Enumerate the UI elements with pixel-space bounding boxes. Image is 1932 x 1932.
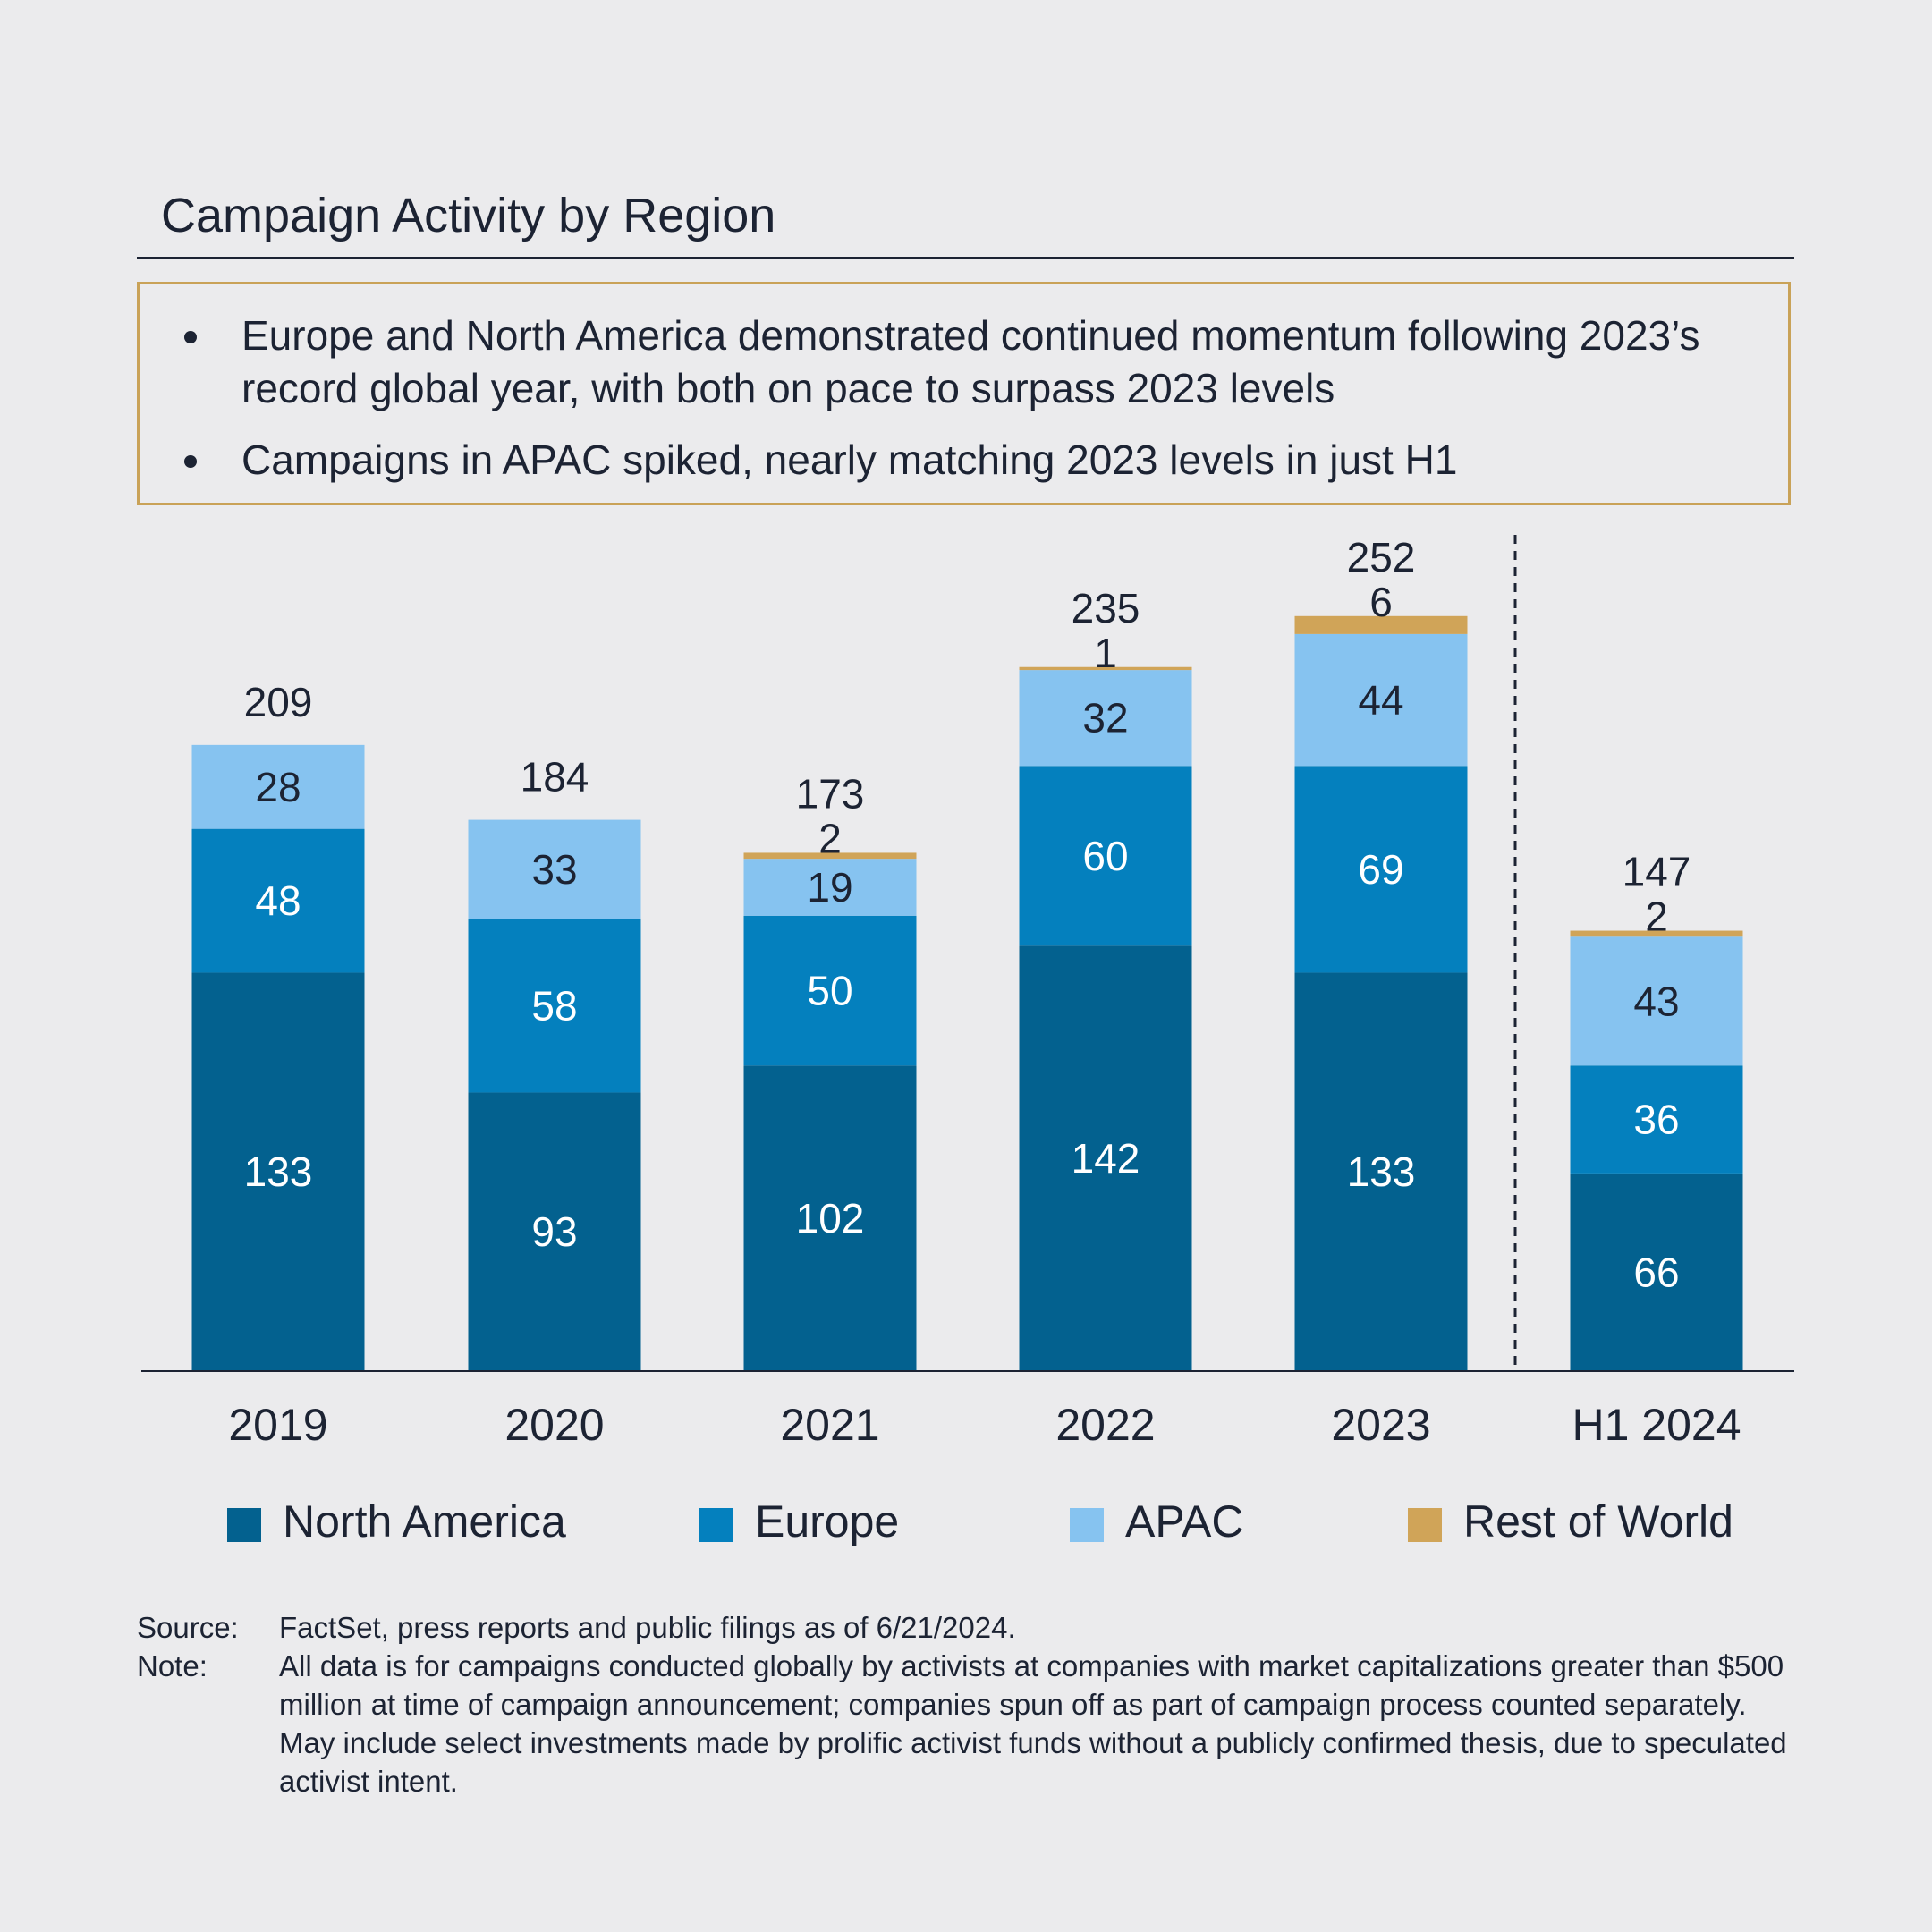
segment-value-label: 1 [1094, 630, 1117, 676]
title-divider [137, 257, 1794, 259]
segment-value-label: 93 [531, 1208, 577, 1255]
bar-segment-europe [468, 919, 641, 1093]
bar-total-label: 235 [1072, 585, 1140, 631]
x-axis-tick-label: 2021 [780, 1400, 879, 1450]
bar-segment-north-america [743, 1065, 917, 1371]
x-axis-tick-label: H1 2024 [1572, 1400, 1741, 1450]
takeaway-text: Europe and North America demonstrated co… [242, 312, 1700, 411]
segment-value-label: 66 [1633, 1249, 1679, 1295]
bullet-dot-icon [184, 331, 197, 343]
segment-value-label: 6 [1369, 579, 1393, 625]
x-axis-tick-label: 2022 [1055, 1400, 1155, 1450]
segment-value-label: 32 [1082, 695, 1128, 741]
legend-swatch-north-america [227, 1508, 261, 1542]
bar-segment-north-america [1570, 1173, 1743, 1371]
legend-label-north-america: North America [283, 1496, 566, 1546]
segment-value-label: 142 [1072, 1135, 1140, 1182]
segment-value-label: 33 [531, 846, 577, 893]
segment-value-label: 2 [1645, 894, 1668, 940]
bar-segment-rest-of-world [1294, 615, 1468, 634]
bullet-dot-icon [184, 455, 197, 468]
bar-segment-europe [743, 915, 917, 1066]
bar-segment-north-america [468, 1092, 641, 1371]
bar-segment-north-america [1019, 945, 1192, 1371]
footnotes: Source: FactSet, press reports and publi… [137, 1608, 1801, 1801]
x-axis-tick-label: 2020 [504, 1400, 604, 1450]
bar-segment-apac [743, 859, 917, 916]
bar-segment-apac [1019, 670, 1192, 767]
bar-segment-rest-of-world [1570, 930, 1743, 937]
bar-segment-rest-of-world [1019, 666, 1192, 671]
segment-value-label: 2 [818, 815, 842, 861]
legend-swatch-europe [699, 1508, 733, 1542]
segment-value-label: 44 [1358, 677, 1403, 724]
segment-value-label: 102 [796, 1195, 865, 1241]
bar-total-label: 173 [796, 770, 865, 817]
segment-value-label: 58 [531, 982, 577, 1029]
source-key: Source: [137, 1611, 239, 1644]
chart-title: Campaign Activity by Region [161, 189, 776, 242]
bar-segment-apac [468, 819, 641, 919]
bar-segment-north-america [1294, 972, 1468, 1371]
bar-segment-apac [1570, 936, 1743, 1066]
key-takeaways-box: Europe and North America demonstrated co… [137, 282, 1791, 505]
source-note: Source: FactSet, press reports and publi… [137, 1608, 1801, 1647]
segment-value-label: 36 [1633, 1097, 1679, 1143]
legend-label-apac: APAC [1125, 1496, 1244, 1546]
bar-segment-apac [1294, 633, 1468, 767]
segment-value-label: 133 [1347, 1148, 1416, 1195]
bar-segment-europe [1570, 1065, 1743, 1174]
bar-segment-north-america [191, 972, 365, 1371]
segment-value-label: 60 [1082, 833, 1128, 879]
stacked-bar-chart: 1334828209201993583318420201025019217320… [141, 534, 1794, 1450]
bar-segment-rest-of-world [743, 852, 917, 860]
source-text: FactSet, press reports and public filing… [279, 1611, 1016, 1644]
note-key: Note: [137, 1649, 208, 1682]
bar-total-label: 184 [521, 754, 589, 801]
legend-label-europe: Europe [755, 1496, 900, 1546]
legend-swatch-apac [1070, 1508, 1104, 1542]
data-note: Note: All data is for campaigns conducte… [137, 1647, 1801, 1801]
segment-value-label: 69 [1358, 846, 1403, 893]
segment-value-label: 28 [255, 764, 301, 810]
note-text: All data is for campaigns conducted glob… [279, 1649, 1787, 1798]
bar-segment-europe [191, 828, 365, 973]
segment-value-label: 50 [807, 968, 852, 1014]
segment-value-label: 19 [807, 864, 852, 911]
bar-segment-europe [1019, 766, 1192, 946]
x-axis-tick-label: 2023 [1331, 1400, 1430, 1450]
x-axis-tick-label: 2019 [228, 1400, 327, 1450]
takeaway-text: Campaigns in APAC spiked, nearly matchin… [242, 436, 1458, 483]
bar-total-label: 209 [244, 679, 313, 725]
legend-label-rest-of-world: Rest of World [1463, 1496, 1733, 1546]
bar-total-label: 147 [1623, 849, 1691, 895]
bar-segment-europe [1294, 766, 1468, 973]
legend-swatch-rest-of-world [1408, 1508, 1442, 1542]
segment-value-label: 48 [255, 877, 301, 924]
bar-segment-apac [191, 744, 365, 829]
segment-value-label: 133 [244, 1148, 313, 1195]
segment-value-label: 43 [1633, 978, 1679, 1024]
bar-total-label: 252 [1347, 534, 1416, 580]
